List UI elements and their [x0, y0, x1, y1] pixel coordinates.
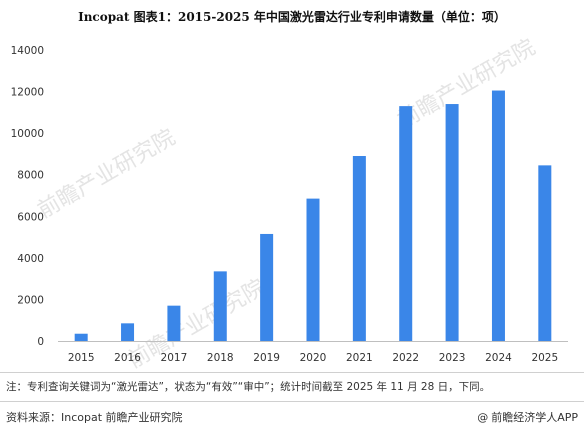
bar [121, 323, 135, 341]
at-icon: @ [477, 410, 489, 424]
y-tick-label: 2000 [17, 294, 44, 306]
divider [0, 401, 584, 402]
x-tick-label: 2023 [439, 352, 466, 364]
bar [167, 305, 181, 341]
y-tick-label: 14000 [11, 45, 44, 57]
x-tick-label: 2025 [531, 352, 558, 364]
x-tick-label: 2015 [68, 352, 95, 364]
bar [445, 104, 459, 342]
bar [352, 156, 366, 341]
bar [74, 333, 88, 341]
x-tick-label: 2018 [207, 352, 234, 364]
x-tick-label: 2021 [346, 352, 373, 364]
bar [491, 90, 505, 342]
brand-credit: @ 前瞻经济学人APP [477, 409, 578, 425]
watermark-text: 前瞻产业研究院 [394, 35, 540, 134]
y-tick-label: 0 [37, 336, 44, 348]
x-tick-label: 2019 [253, 352, 280, 364]
x-tick-label: 2020 [300, 352, 327, 364]
bar [538, 165, 552, 341]
watermark-text: 前瞻产业研究院 [34, 125, 180, 224]
brand-name: 前瞻经济学人APP [491, 411, 578, 424]
bar [213, 271, 227, 341]
bar-chart: 前瞻产业研究院前瞻产业研究院前瞻产业研究院0200040006000800010… [11, 35, 568, 370]
y-tick-label: 4000 [17, 253, 44, 265]
y-tick-label: 6000 [17, 211, 44, 223]
y-tick-label: 10000 [11, 128, 44, 140]
x-tick-label: 2022 [392, 352, 419, 364]
x-tick-label: 2024 [485, 352, 512, 364]
chart-note: 注：专利查询关键词为“激光雷达”，状态为“有效”“审中”；统计时间截至 2025… [6, 381, 491, 393]
watermark-text: 前瞻产业研究院 [124, 275, 270, 370]
bar [306, 198, 320, 341]
divider [0, 372, 584, 373]
chart-title: Incopat 图表1：2015-2025 年中国激光雷达行业专利申请数量（单位… [78, 10, 506, 24]
x-tick-label: 2016 [114, 352, 141, 364]
y-tick-label: 12000 [11, 87, 44, 99]
bar [260, 233, 274, 341]
x-tick-label: 2017 [161, 352, 188, 364]
y-tick-label: 8000 [17, 170, 44, 182]
bar [399, 106, 413, 341]
source-text: 资料来源：Incopat 前瞻产业研究院 [6, 411, 183, 424]
